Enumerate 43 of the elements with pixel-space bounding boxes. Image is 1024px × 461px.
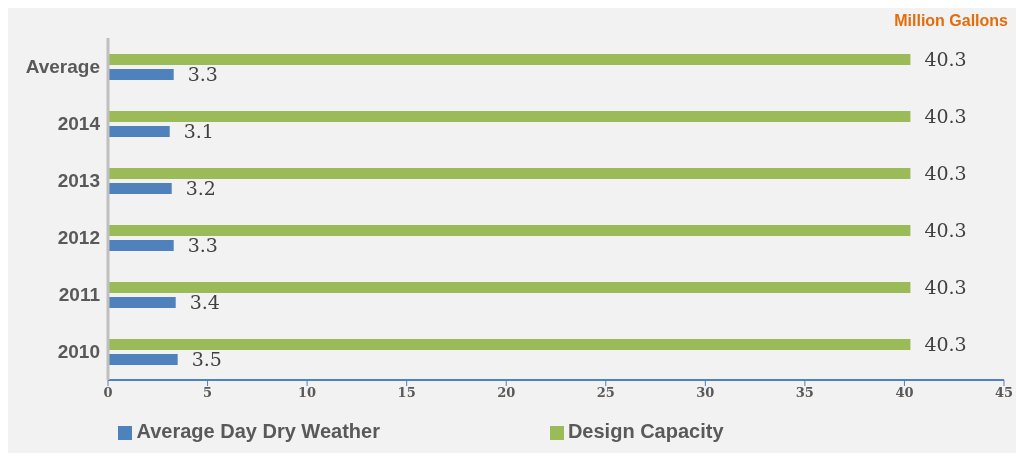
bar xyxy=(108,183,172,194)
data-label: 3.3 xyxy=(187,63,218,86)
data-label: 3.1 xyxy=(183,120,214,143)
bar xyxy=(108,225,911,236)
y-tick-label: 2013 xyxy=(57,170,100,192)
bar xyxy=(108,282,911,293)
data-label: 40.3 xyxy=(924,48,967,71)
legend-label: Design Capacity xyxy=(567,420,724,442)
x-tick-label: 5 xyxy=(203,385,213,401)
bar xyxy=(108,111,911,122)
x-tick-label: 20 xyxy=(497,385,516,401)
bar xyxy=(108,297,176,308)
x-tick-label: 45 xyxy=(994,385,1014,401)
y-tick-label: 2014 xyxy=(57,113,101,135)
bar xyxy=(108,354,178,365)
bar xyxy=(108,69,174,80)
data-label: 40.3 xyxy=(924,105,967,128)
y-tick-label: 2011 xyxy=(58,284,101,306)
x-tick-label: 15 xyxy=(397,385,416,401)
x-tick-label: 10 xyxy=(298,385,317,401)
data-label: 3.3 xyxy=(187,234,218,257)
x-tick-label: 40 xyxy=(895,385,914,401)
x-tick-label: 30 xyxy=(696,385,715,401)
data-label: 3.2 xyxy=(185,177,216,200)
data-label: 40.3 xyxy=(924,276,967,299)
bar xyxy=(108,339,911,350)
bar xyxy=(108,240,174,251)
data-label: 3.5 xyxy=(191,348,222,371)
bar xyxy=(108,54,911,65)
bar xyxy=(108,126,170,137)
data-label: 40.3 xyxy=(924,333,967,356)
x-tick-label: 35 xyxy=(795,385,814,401)
legend-label: Average Day Dry Weather xyxy=(136,420,380,442)
y-tick-label: Average xyxy=(25,56,100,78)
x-axis-title: Million Gallons xyxy=(894,12,1008,30)
y-tick-label: 2012 xyxy=(57,227,100,249)
bar xyxy=(108,168,911,179)
x-tick-label: 25 xyxy=(596,385,615,401)
x-tick-label: 0 xyxy=(103,385,113,401)
y-tick-label: 2010 xyxy=(57,341,100,363)
data-label: 40.3 xyxy=(924,162,967,185)
data-label: 3.4 xyxy=(189,291,220,314)
data-label: 40.3 xyxy=(924,219,967,242)
